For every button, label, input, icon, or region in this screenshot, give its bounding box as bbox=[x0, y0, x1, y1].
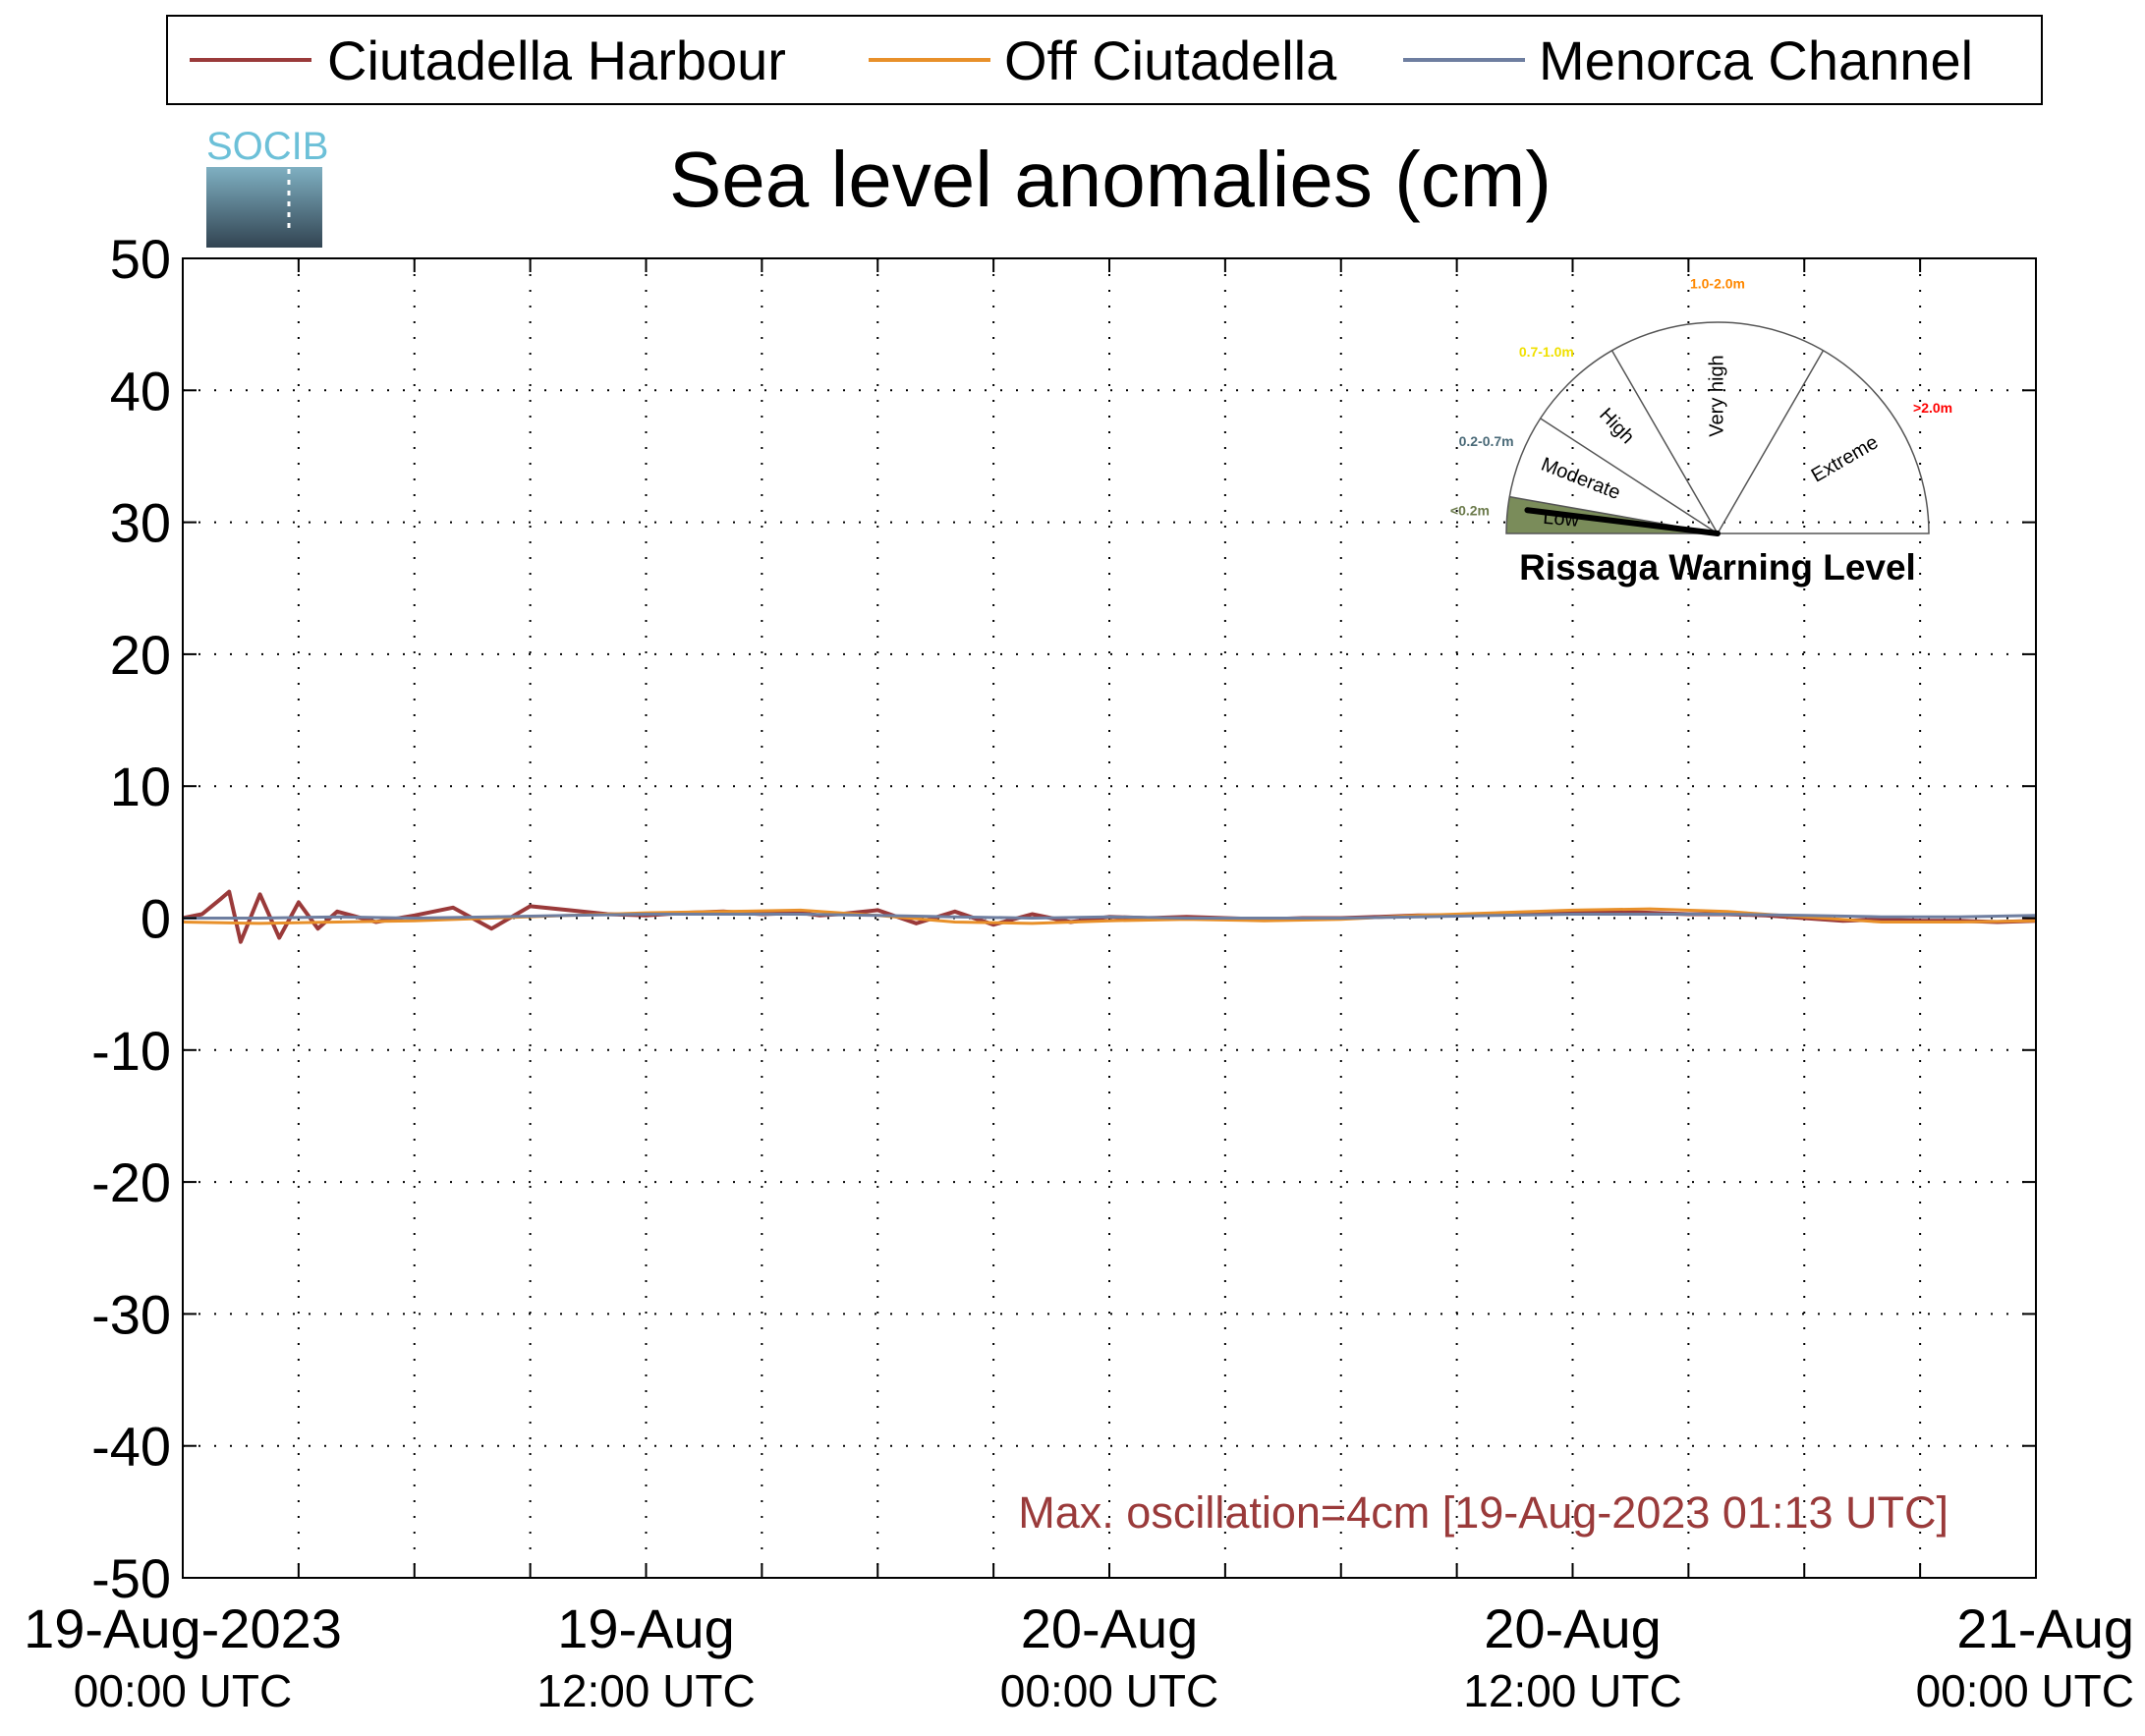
gauge-range-low: <0.2m bbox=[1450, 503, 1490, 519]
y-tick-label: -30 bbox=[91, 1283, 171, 1345]
gauge-level-very-high: Very high bbox=[1706, 355, 1727, 436]
y-tick-label: -40 bbox=[91, 1416, 171, 1478]
x-tick-label-time: 00:00 UTC bbox=[74, 1665, 292, 1716]
y-tick-label: 30 bbox=[110, 492, 171, 554]
legend-box bbox=[166, 15, 2043, 105]
gauge-range-labels: <0.2m 0.2-0.7m 0.7-1.0m 1.0-2.0m >2.0m bbox=[1450, 276, 1952, 519]
x-tick-label-time: 00:00 UTC bbox=[1916, 1665, 2134, 1716]
y-tick-label: 40 bbox=[110, 360, 171, 421]
x-tick-label-time: 00:00 UTC bbox=[1000, 1665, 1218, 1716]
gauge-range-moderate: 0.2-0.7m bbox=[1459, 433, 1514, 449]
gauge-range-very-high: 1.0-2.0m bbox=[1690, 276, 1745, 292]
y-axis: 50 40 30 20 10 0 -10 -20 -30 -40 -50 bbox=[91, 228, 2036, 1609]
series-line-menorca-channel bbox=[183, 913, 2037, 920]
x-tick-label-date: 19-Aug-2023 bbox=[24, 1597, 342, 1659]
max-oscillation-note: Max. oscillation=4cm [19-Aug-2023 01:13 … bbox=[1018, 1487, 1948, 1538]
series-group bbox=[182, 889, 2037, 944]
gauge-divider bbox=[1540, 418, 1719, 534]
gauge-title: Rissaga Warning Level bbox=[1519, 547, 1916, 588]
y-tick-label: 0 bbox=[141, 888, 171, 950]
y-tick-label: 10 bbox=[110, 756, 171, 817]
gauge-outline bbox=[1505, 321, 1930, 534]
x-tick-label-time: 12:00 UTC bbox=[536, 1665, 755, 1716]
x-tick-label-date: 21-Aug bbox=[1956, 1597, 2134, 1659]
y-tick-label: -50 bbox=[91, 1547, 171, 1609]
legend-label-ciutadella-harbour: Ciutadella Harbour bbox=[327, 29, 786, 91]
legend-label-off-ciutadella: Off Ciutadella bbox=[1004, 29, 1337, 91]
x-tick-label-date: 20-Aug bbox=[1484, 1597, 1662, 1659]
y-tick-label: -20 bbox=[91, 1151, 171, 1213]
x-tick-label-date: 19-Aug bbox=[557, 1597, 735, 1659]
gauge-divider bbox=[1610, 350, 1719, 534]
x-axis: 19-Aug-2023 00:00 UTC 19-Aug 12:00 UTC 20-Au… bbox=[24, 258, 2134, 1716]
legend-label-menorca-channel: Menorca Channel bbox=[1539, 29, 1973, 91]
gauge-range-high: 0.7-1.0m bbox=[1519, 344, 1574, 360]
y-tick-label: -10 bbox=[91, 1020, 171, 1082]
legend: Ciutadella Harbour Off Ciutadella Menorc… bbox=[166, 15, 2043, 105]
chart-title: Sea level anomalies (cm) bbox=[669, 136, 1552, 223]
gauge-needle bbox=[1524, 507, 1721, 536]
y-tick-label: 50 bbox=[110, 228, 171, 290]
socib-logo: SOCIB bbox=[206, 125, 328, 248]
gauge-range-extreme: >2.0m bbox=[1913, 400, 1952, 416]
gauge-divider bbox=[1717, 350, 1825, 534]
x-tick-label-time: 12:00 UTC bbox=[1463, 1665, 1681, 1716]
y-tick-label: 20 bbox=[110, 624, 171, 686]
x-tick-label-date: 20-Aug bbox=[1021, 1597, 1199, 1659]
gauge-dividers bbox=[1509, 350, 1825, 534]
logo-text: SOCIB bbox=[206, 125, 328, 168]
logo-block bbox=[206, 167, 322, 248]
